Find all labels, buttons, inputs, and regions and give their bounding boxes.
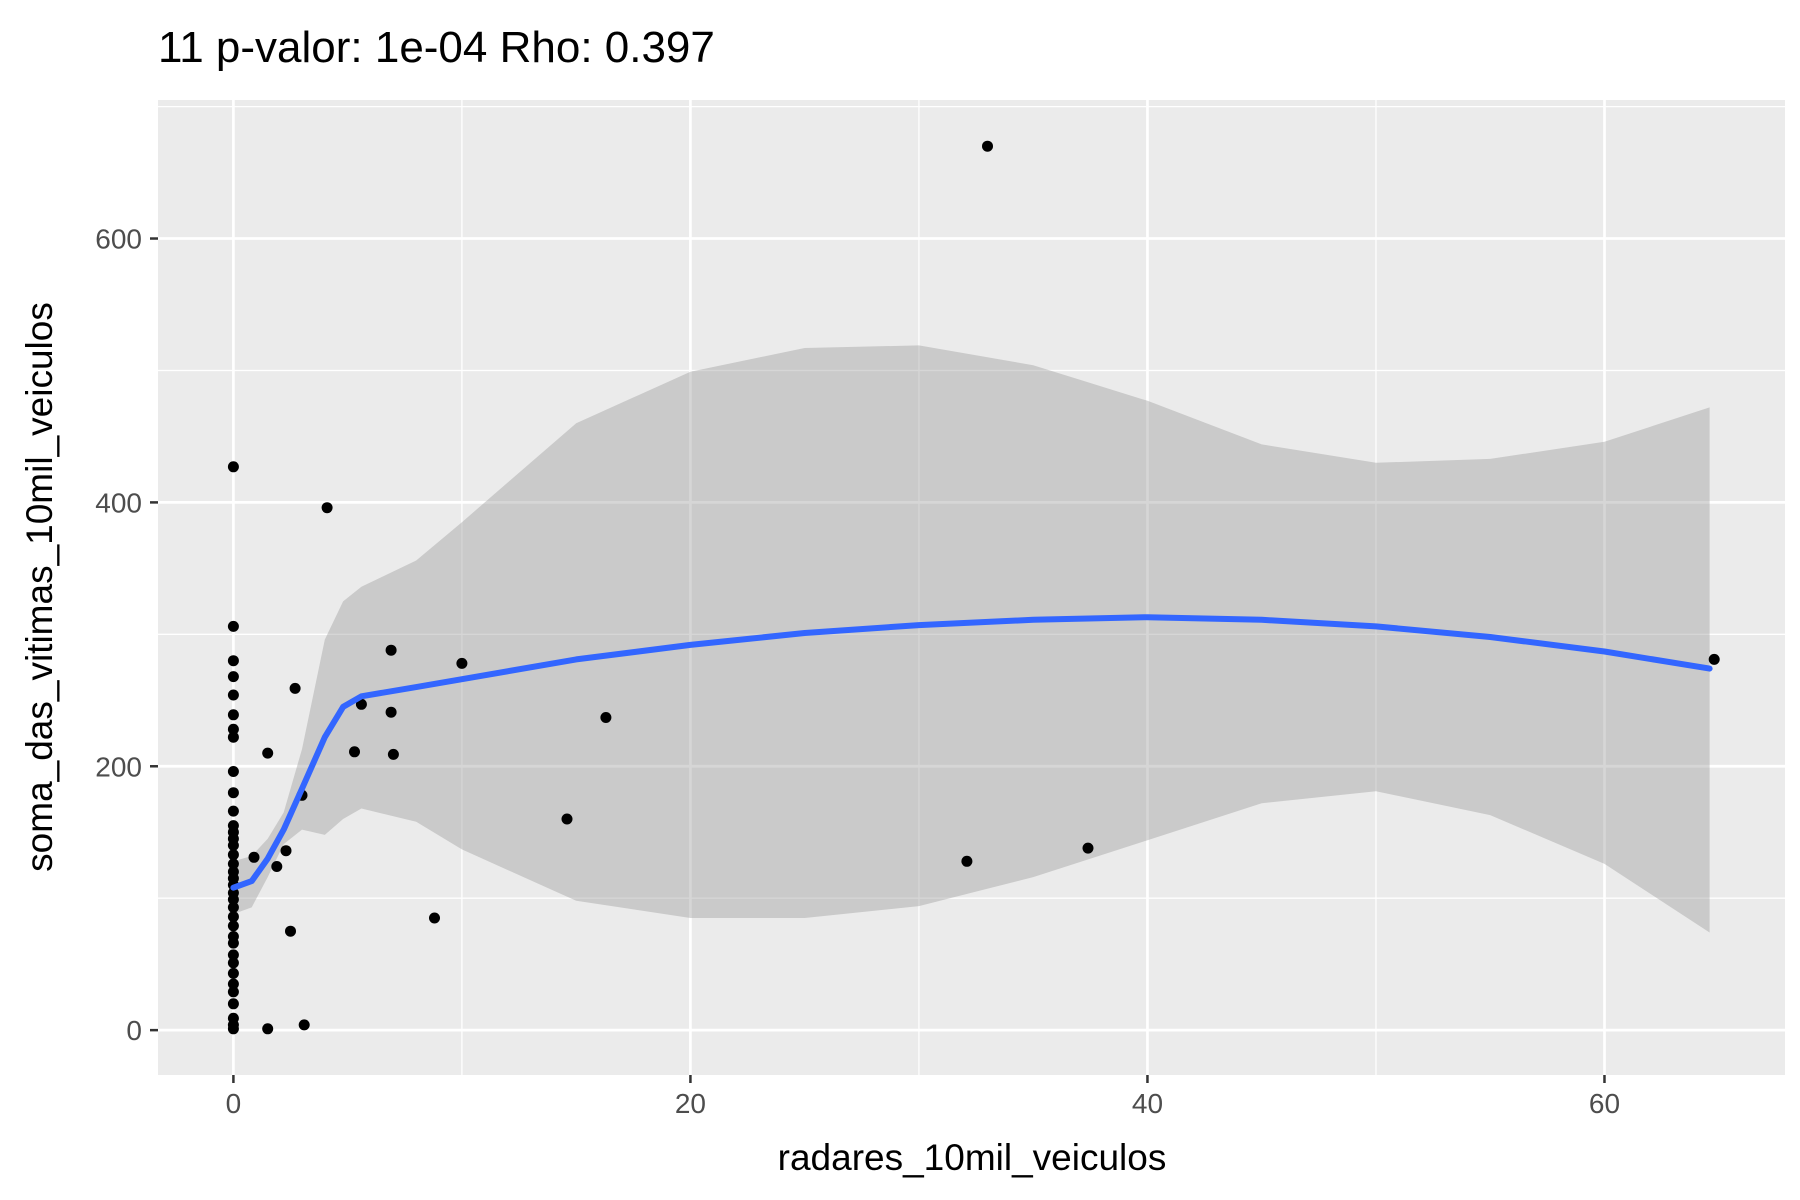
data-point [227, 805, 239, 817]
data-point [227, 839, 239, 851]
data-point [289, 682, 301, 694]
data-point [227, 901, 239, 913]
data-point [227, 967, 239, 979]
data-point [227, 620, 239, 632]
data-point [1708, 653, 1720, 665]
data-point [227, 998, 239, 1010]
data-point [227, 858, 239, 870]
data-point [385, 644, 397, 656]
data-point [227, 911, 239, 923]
data-point [298, 1019, 310, 1031]
data-point [321, 502, 333, 514]
data-point [1082, 842, 1094, 854]
y-tick-label: 200 [95, 751, 142, 782]
data-point [227, 894, 239, 905]
data-point [227, 731, 239, 743]
data-point [227, 671, 239, 683]
data-point [285, 925, 296, 937]
y-axis-label: soma_das_vitimas_10mil_veiculos [19, 302, 60, 872]
y-tick-label: 600 [95, 224, 142, 255]
data-points [227, 140, 1720, 1035]
data-point [429, 912, 440, 924]
smooth-line [230, 614, 1713, 891]
data-point [227, 957, 239, 969]
x-axis: 0 20 40 60 [226, 1075, 1620, 1119]
data-point [227, 461, 239, 473]
data-point [227, 723, 239, 735]
plot-panel [158, 100, 1785, 1075]
y-tick-label: 400 [95, 487, 142, 518]
data-point [227, 655, 239, 667]
data-point [227, 986, 239, 998]
data-point [355, 698, 367, 710]
data-point [227, 787, 239, 799]
data-point [387, 748, 399, 760]
x-axis-label: radares_10mil_veiculos [778, 1137, 1167, 1178]
confidence-band [233, 345, 1710, 933]
data-point [227, 766, 239, 777]
chart-title: 11 p-valor: 1e-04 Rho: 0.397 [158, 23, 715, 72]
x-tick-label: 40 [1132, 1088, 1163, 1119]
data-point [262, 1023, 274, 1035]
data-point [982, 140, 993, 152]
data-point [227, 689, 239, 701]
y-tick-label: 0 [126, 1015, 142, 1046]
major-gridlines [158, 100, 1785, 1075]
x-tick-label: 20 [675, 1088, 706, 1119]
data-point [271, 861, 283, 872]
data-point [961, 855, 973, 867]
data-point [227, 949, 239, 961]
x-tick-label: 60 [1589, 1088, 1620, 1119]
x-tick-label: 0 [226, 1088, 242, 1119]
data-point [262, 747, 274, 759]
data-point [227, 978, 239, 990]
data-point [385, 706, 397, 718]
data-point [227, 1023, 239, 1035]
data-point [561, 813, 573, 825]
data-point [456, 657, 468, 669]
y-axis: 0 200 400 600 [95, 224, 158, 1046]
minor-gridlines [158, 100, 1785, 1075]
data-point [227, 920, 239, 932]
data-point [227, 709, 239, 721]
data-point [349, 746, 360, 758]
data-point [227, 937, 239, 949]
data-point [600, 712, 612, 723]
data-point [280, 845, 292, 857]
data-point [227, 849, 239, 861]
data-point [248, 851, 260, 863]
